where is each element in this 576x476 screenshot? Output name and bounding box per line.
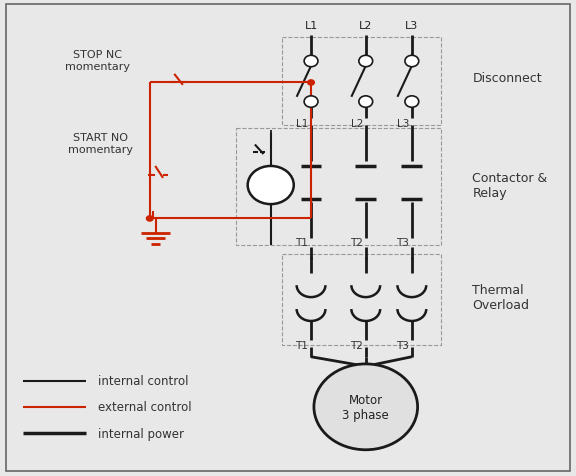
Bar [282,38,441,126]
Text: L2: L2 [351,119,363,129]
Text: START NO
momentary: START NO momentary [69,133,133,155]
Circle shape [405,97,419,108]
Circle shape [248,167,294,205]
Text: T3: T3 [396,238,409,248]
Bar [282,255,441,345]
Circle shape [307,80,315,87]
Text: Thermal
Overload: Thermal Overload [472,284,529,311]
Text: external control: external control [98,400,192,414]
Bar [236,129,441,245]
Text: T1: T1 [295,340,308,350]
Text: STOP NC
momentary: STOP NC momentary [66,50,130,72]
Text: Contactor &
Relay: Contactor & Relay [472,172,548,199]
Text: L1: L1 [296,119,308,129]
Text: internal control: internal control [98,374,188,387]
Circle shape [359,97,373,108]
Circle shape [146,216,154,222]
Text: T3: T3 [396,340,409,350]
Circle shape [405,56,419,68]
Text: T2: T2 [350,340,363,350]
Text: L3: L3 [405,21,419,31]
Circle shape [304,56,318,68]
Text: internal power: internal power [98,426,184,440]
Text: T2: T2 [350,238,363,248]
Text: L3: L3 [397,119,409,129]
Circle shape [359,56,373,68]
Text: L1: L1 [304,21,318,31]
Text: Disconnect: Disconnect [472,72,542,85]
Text: L2: L2 [359,21,373,31]
Text: T1: T1 [295,238,308,248]
Circle shape [304,97,318,108]
Circle shape [314,364,418,450]
Text: Motor
3 phase: Motor 3 phase [342,393,389,421]
